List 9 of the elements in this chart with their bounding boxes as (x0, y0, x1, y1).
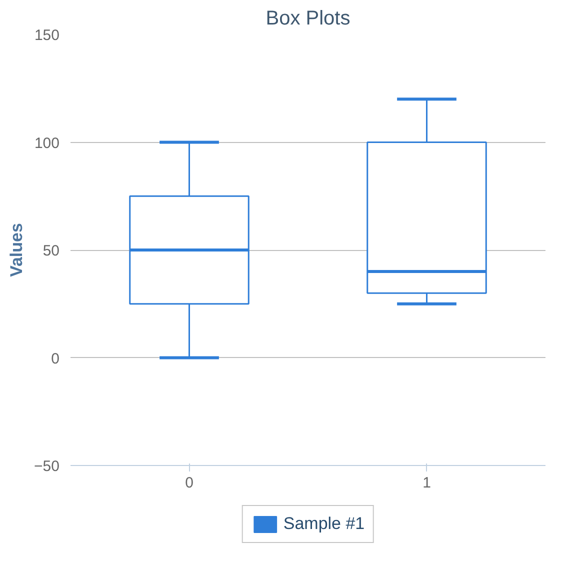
y-tick-label: 150 (34, 27, 60, 44)
legend-label: Sample #1 (283, 514, 365, 534)
x-tick-label: 1 (422, 474, 431, 492)
y-tick-label: 100 (34, 134, 60, 152)
y-tick-label: 50 (42, 242, 60, 260)
chart-title: Box Plots (266, 8, 350, 30)
y-axis-title: Values (7, 223, 26, 277)
y-tick-label: 0 (51, 350, 60, 368)
y-tick-label: −50 (34, 458, 60, 475)
